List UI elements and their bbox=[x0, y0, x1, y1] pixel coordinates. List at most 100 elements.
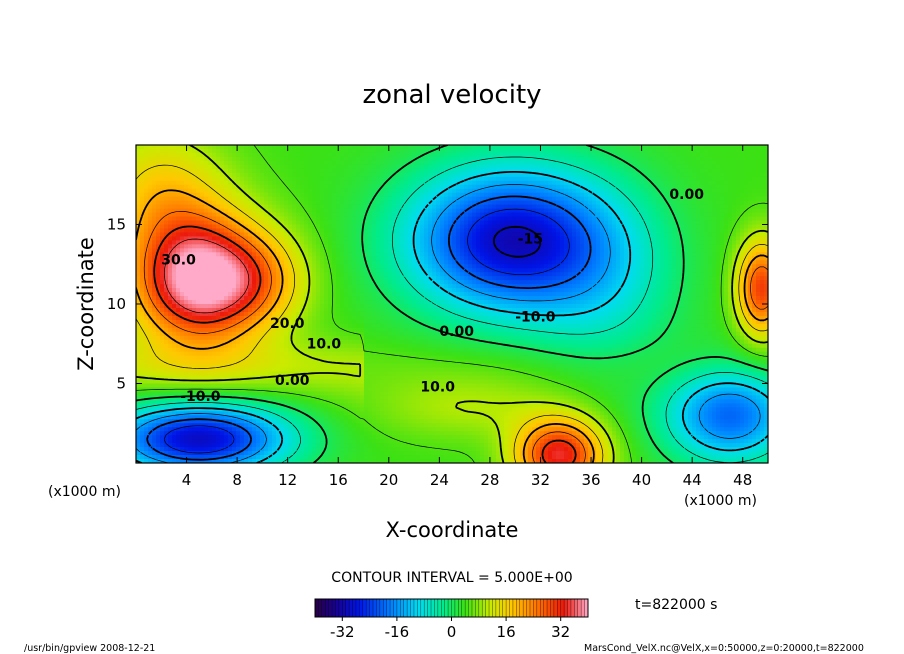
field-cell bbox=[232, 184, 237, 190]
field-cell bbox=[220, 145, 225, 150]
field-cell bbox=[264, 184, 269, 190]
field-cell bbox=[300, 164, 305, 170]
field-cell bbox=[468, 148, 473, 154]
field-cell bbox=[592, 232, 597, 238]
field-cell bbox=[268, 232, 273, 238]
field-cell bbox=[216, 172, 221, 178]
field-cell bbox=[368, 160, 373, 166]
field-cell bbox=[276, 264, 281, 269]
field-cell bbox=[144, 188, 149, 194]
field-cell bbox=[264, 164, 269, 170]
plot-area bbox=[136, 145, 768, 463]
field-cell bbox=[244, 228, 249, 234]
field-cell bbox=[692, 188, 697, 194]
field-cell bbox=[160, 232, 165, 238]
field-cell bbox=[572, 152, 577, 158]
field-cell bbox=[216, 260, 221, 265]
field-cell bbox=[232, 145, 237, 150]
field-cell bbox=[304, 232, 309, 238]
field-cell bbox=[600, 248, 605, 253]
field-cell bbox=[656, 192, 661, 198]
field-cell bbox=[704, 240, 709, 245]
field-cell bbox=[704, 176, 709, 182]
field-cell bbox=[556, 212, 561, 218]
field-cell bbox=[560, 180, 565, 186]
field-cell bbox=[412, 224, 417, 230]
field-cell bbox=[372, 176, 377, 182]
field-cell bbox=[260, 244, 265, 249]
field-cell bbox=[212, 172, 217, 178]
field-cell bbox=[192, 240, 197, 245]
field-cell bbox=[332, 208, 337, 214]
field-cell bbox=[204, 164, 209, 170]
field-cell bbox=[360, 256, 365, 261]
field-cell bbox=[316, 232, 321, 238]
field-cell bbox=[276, 200, 281, 206]
field-cell bbox=[660, 176, 665, 182]
field-cell bbox=[724, 180, 729, 186]
field-cell bbox=[384, 184, 389, 190]
field-cell bbox=[296, 212, 301, 218]
field-cell bbox=[324, 184, 329, 190]
field-cell bbox=[168, 204, 173, 210]
field-cell bbox=[308, 168, 313, 174]
field-cell bbox=[628, 180, 633, 186]
field-cell bbox=[708, 156, 713, 162]
field-cell bbox=[516, 145, 521, 150]
field-cell bbox=[724, 216, 729, 222]
field-cell bbox=[736, 264, 741, 269]
field-cell bbox=[668, 256, 673, 261]
field-cell bbox=[160, 236, 165, 242]
field-cell bbox=[384, 268, 389, 273]
field-cell bbox=[500, 244, 505, 249]
field-cell bbox=[660, 228, 665, 234]
field-cell bbox=[372, 240, 377, 245]
field-cell bbox=[220, 156, 225, 162]
field-cell bbox=[192, 148, 197, 154]
field-cell bbox=[392, 168, 397, 174]
field-cell bbox=[684, 156, 689, 162]
field-cell bbox=[432, 204, 437, 210]
field-cell bbox=[572, 145, 577, 150]
field-cell bbox=[588, 180, 593, 186]
field-cell bbox=[440, 256, 445, 261]
field-cell bbox=[152, 208, 157, 214]
field-cell bbox=[688, 152, 693, 158]
field-cell bbox=[304, 256, 309, 261]
field-cell bbox=[136, 244, 141, 249]
field-cell bbox=[408, 176, 413, 182]
field-cell bbox=[596, 204, 601, 210]
field-cell bbox=[600, 228, 605, 234]
field-cell bbox=[428, 172, 433, 178]
field-cell bbox=[320, 264, 325, 269]
field-cell bbox=[180, 160, 185, 166]
field-cell bbox=[308, 248, 313, 253]
field-cell bbox=[536, 176, 541, 182]
field-cell bbox=[224, 160, 229, 166]
field-cell bbox=[584, 212, 589, 218]
field-cell bbox=[728, 244, 733, 249]
field-cell bbox=[204, 204, 209, 210]
field-cell bbox=[588, 256, 593, 261]
field-cell bbox=[724, 145, 729, 150]
field-cell bbox=[216, 256, 221, 261]
field-cell bbox=[528, 204, 533, 210]
field-cell bbox=[356, 248, 361, 253]
field-cell bbox=[204, 160, 209, 166]
field-cell bbox=[364, 252, 369, 257]
field-cell bbox=[624, 145, 629, 150]
field-cell bbox=[764, 204, 768, 210]
field-cell bbox=[564, 180, 569, 186]
field-cell bbox=[412, 192, 417, 198]
field-cell bbox=[304, 208, 309, 214]
field-cell bbox=[140, 184, 145, 190]
field-cell bbox=[348, 184, 353, 190]
field-cell bbox=[340, 152, 345, 158]
field-cell bbox=[584, 172, 589, 178]
field-cell bbox=[336, 236, 341, 242]
field-cell bbox=[396, 228, 401, 234]
field-cell bbox=[420, 172, 425, 178]
field-cell bbox=[536, 180, 541, 186]
field-cell bbox=[740, 152, 745, 158]
field-cell bbox=[720, 160, 725, 166]
